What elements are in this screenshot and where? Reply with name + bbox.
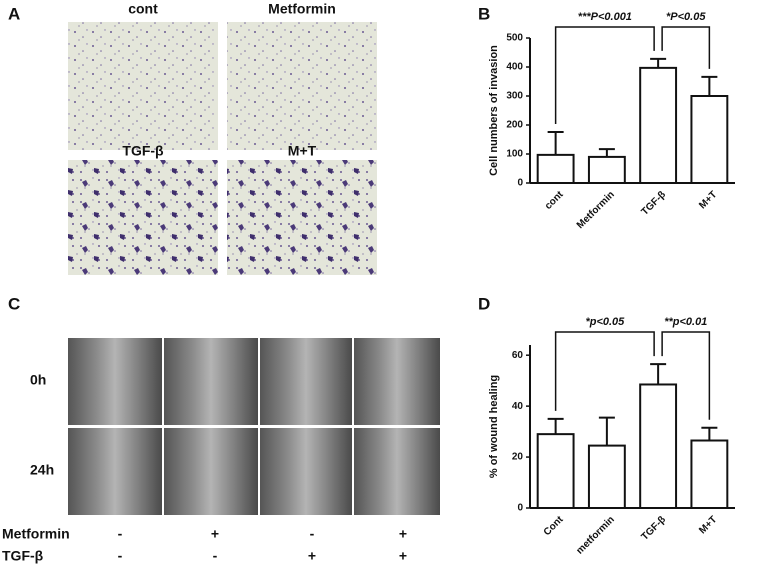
panel-label: B	[478, 4, 490, 23]
row-label: 24h	[30, 462, 54, 478]
micrograph	[354, 428, 440, 515]
image-label: cont	[128, 1, 158, 17]
x-tick-label: M+T	[697, 514, 719, 536]
image-layer	[68, 22, 440, 515]
significance-label: *P<0.05	[666, 11, 706, 23]
bar	[690, 95, 729, 184]
x-tick-label: cont	[543, 189, 566, 212]
significance-label: ***P<0.001	[578, 11, 632, 23]
x-tick-label: TGF-β	[640, 189, 669, 218]
condition-mark: -	[310, 526, 315, 542]
micrograph	[227, 160, 377, 275]
condition-mark: -	[118, 526, 123, 542]
significance-bracket	[661, 331, 711, 420]
significance-bracket	[661, 26, 711, 69]
row-label: 0h	[30, 372, 46, 388]
y-tick-label: 0	[517, 178, 523, 189]
y-tick-label: 100	[506, 149, 523, 160]
bar	[639, 383, 678, 509]
bar	[536, 433, 575, 509]
panel-label: D	[478, 294, 490, 313]
x-tick-label: metformin	[575, 514, 617, 556]
y-tick-label: 40	[512, 401, 524, 412]
x-tick-label: M+T	[697, 189, 719, 211]
x-tick-label: Metformin	[575, 189, 617, 231]
significance-label: **p<0.01	[664, 316, 707, 328]
x-tick-label: Cont	[542, 514, 566, 538]
condition-mark: -	[213, 548, 218, 564]
micrograph	[354, 338, 440, 425]
y-axis-label: Cell numbers of invasion	[488, 45, 500, 176]
micrograph	[164, 338, 258, 425]
panel-label: A	[8, 4, 20, 23]
bar-chart: 0 100 200 300 400 500 Cell numbers of invasion…	[488, 11, 735, 231]
significance-bracket	[554, 26, 655, 124]
condition-label: TGF-β	[2, 548, 44, 564]
bar	[587, 155, 626, 184]
micrograph	[260, 338, 352, 425]
bar	[639, 66, 678, 184]
micrograph	[68, 338, 162, 425]
y-axis-label: % of wound healing	[488, 375, 500, 478]
significance-label: *p<0.05	[585, 316, 625, 328]
micrograph	[68, 428, 162, 515]
micrograph	[227, 22, 377, 150]
condition-mark: +	[211, 526, 219, 542]
y-tick-label: 500	[506, 33, 523, 44]
panel-label: C	[8, 294, 20, 313]
x-tick-label: TGF-β	[640, 514, 669, 543]
y-tick-label: 60	[512, 350, 524, 361]
y-tick-label: 200	[506, 120, 523, 131]
bar	[536, 153, 575, 184]
bar-chart: 0 20 40 60 % of wound healing Cont metformin TG…	[488, 316, 735, 557]
condition-mark: +	[308, 548, 316, 564]
condition-mark: -	[118, 548, 123, 564]
y-tick-label: 20	[512, 452, 524, 463]
micrograph	[164, 428, 258, 515]
condition-mark: +	[399, 526, 407, 542]
y-tick-label: 0	[517, 503, 523, 514]
condition-label: Metformin	[2, 526, 70, 542]
image-label: M+T	[288, 143, 317, 159]
micrograph	[68, 22, 218, 150]
micrograph	[68, 160, 218, 275]
y-tick-label: 300	[506, 91, 523, 102]
bar	[690, 439, 729, 509]
y-tick-label: 400	[506, 62, 523, 73]
image-label: Metformin	[268, 1, 336, 17]
image-label: TGF-β	[122, 143, 164, 159]
significance-bracket	[554, 331, 655, 411]
condition-mark: +	[399, 548, 407, 564]
micrograph	[260, 428, 352, 515]
bar	[587, 444, 626, 509]
